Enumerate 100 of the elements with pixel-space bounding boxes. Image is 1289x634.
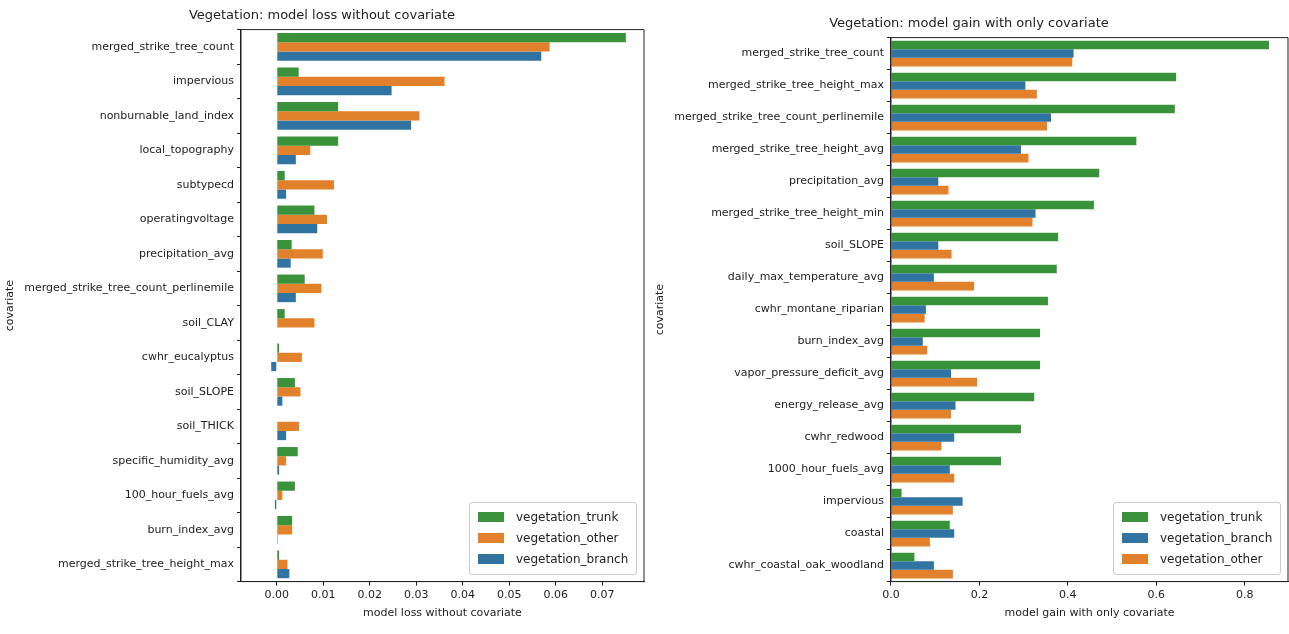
bar [277,283,322,293]
y-tick-label: cwhr_montane_riparian [754,302,885,316]
bar [277,102,339,112]
y-tick-label: merged_strike_tree_height_max [57,557,235,571]
bar [891,537,930,547]
bar [277,568,290,579]
bar [277,214,327,224]
bar [891,72,1177,82]
bar [891,153,1029,163]
bar [277,490,283,500]
legend-label: vegetation_branch [1160,531,1273,546]
bar [891,369,952,378]
y-tick-label: soil_SLOPE [824,238,885,252]
x-tick-label: 0.0 [882,588,900,602]
chart-title: Vegetation: model loss without covariate [188,7,456,23]
y-tick-label: merged_strike_tree_height_avg [711,142,884,156]
x-tick-label: 0.07 [589,588,615,602]
bar [277,223,318,234]
y-tick-label: merged_strike_tree_height_max [707,78,885,92]
bar [891,89,1037,99]
bar [891,264,1057,274]
bar [277,120,412,130]
x-tick-label: 0.6 [1147,588,1165,602]
y-tick-label: subtypecd [176,177,234,191]
y-tick-label: energy_release_avg [774,398,884,412]
bar [891,569,953,579]
bar [891,177,939,186]
bar [277,421,300,431]
y-tick-label: cwhr_redwood [804,430,884,444]
bar [271,361,277,372]
y-tick-label: 1000_hour_fuels_avg [767,462,884,476]
bar [891,49,1074,58]
y-axis-title: covariate [653,283,667,336]
bar [277,154,296,165]
bar [891,441,942,451]
y-tick-label: cwhr_eucalyptus [141,350,235,364]
y-tick-label: daily_max_temperature_avg [727,270,884,284]
legend-label: vegetation_trunk [516,510,619,525]
y-tick-label: 100_hour_fuels_avg [124,488,234,502]
bar [891,209,1036,218]
bar [891,281,975,291]
bar [891,232,1059,242]
bar [277,205,315,215]
y-tick-label: coastal [844,526,884,540]
bar [891,505,953,515]
x-tick-label: 0.05 [496,588,522,602]
x-tick-label: 0.00 [264,588,290,602]
bar [891,360,1040,370]
legend-label: vegetation_other [516,531,619,546]
bar [891,81,1026,90]
bar [891,113,1052,122]
bar [891,40,1269,50]
bar [277,111,420,121]
bar [891,145,1021,154]
bar [277,136,339,146]
bar [277,481,295,491]
x-tick-label: 0.4 [1059,588,1077,602]
bar [277,171,285,181]
bar [891,249,952,259]
x-axis-title: model loss without covariate [363,606,523,620]
bar [277,249,323,259]
bar [891,217,1033,227]
bar [891,241,939,250]
bar [891,529,955,538]
bar [891,328,1040,338]
bar [891,313,925,323]
bar [891,433,955,442]
y-tick-label: merged_strike_tree_count [91,39,235,53]
bar [277,274,305,284]
bar [277,318,315,328]
x-tick-label: 0.02 [357,588,382,602]
bar [277,430,287,441]
y-tick-label: impervious [822,494,885,508]
bar [277,240,292,250]
bar [891,104,1175,114]
y-tick-label: merged_strike_tree_count [741,46,885,60]
bar [277,258,291,268]
bar [891,200,1094,210]
bar [891,57,1073,67]
y-tick-label: specific_humidity_avg [112,453,234,467]
bar [277,76,445,86]
bar [277,42,550,52]
bar [891,561,934,570]
bar [891,168,1100,178]
bar [891,392,1035,402]
x-tick-label: 0.2 [970,588,989,602]
bar [277,559,288,569]
y-tick-label: merged_strike_tree_count_perlinemile [24,281,235,295]
bar [277,51,542,61]
y-tick-label: impervious [172,74,235,88]
bar [891,337,923,346]
bar [277,352,302,362]
bar [891,401,956,410]
bar [277,516,293,526]
legend-label: vegetation_other [1160,552,1263,567]
x-tick-label: 0.8 [1235,588,1254,602]
legend-label: vegetation_branch [516,552,629,567]
bar [277,378,295,388]
x-tick-label: 0.03 [403,588,429,602]
bar [891,488,902,498]
